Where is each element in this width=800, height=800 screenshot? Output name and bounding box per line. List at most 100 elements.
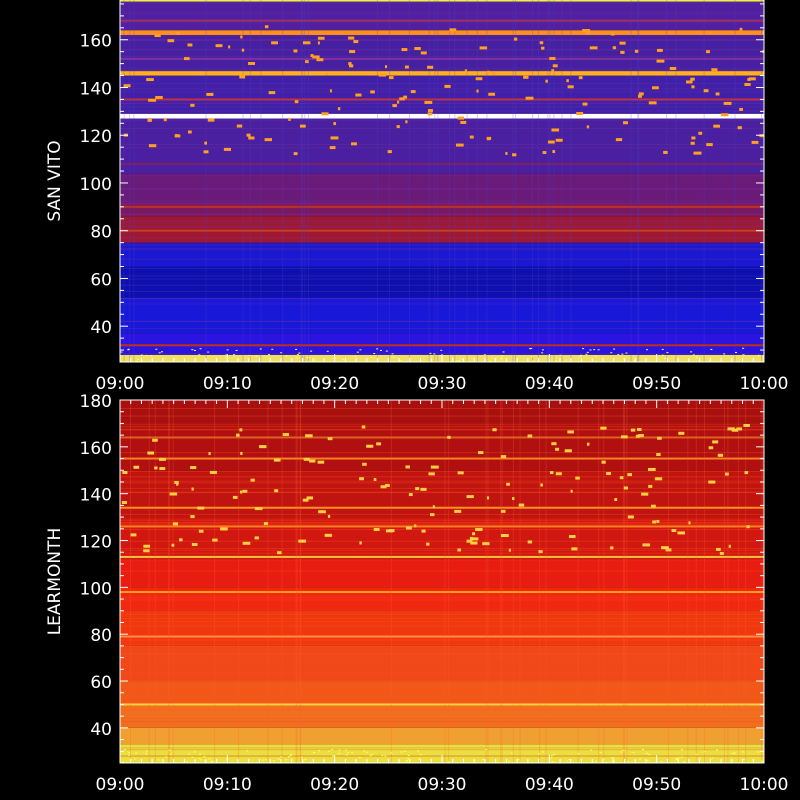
- y-tick-label-60: 60: [90, 673, 112, 693]
- streak-14: [133, 0, 135, 362]
- burst-speck-63: [430, 513, 435, 517]
- burst-speck-40: [698, 131, 703, 135]
- burst-speck-12: [404, 65, 409, 69]
- striation-42: [120, 654, 764, 656]
- burst-speck-83: [327, 514, 331, 518]
- striation-13: [120, 521, 764, 523]
- noise-speck-59: [127, 349, 130, 351]
- striation-51: [120, 214, 764, 216]
- burst-speck-21: [551, 442, 557, 446]
- burst-speck-46: [542, 151, 547, 155]
- burst-speck-157: [555, 472, 562, 476]
- y-tick-label-140: 140: [80, 486, 112, 506]
- noise-speck-24: [641, 749, 644, 751]
- burst-speck-119: [242, 489, 248, 493]
- burst-speck-107: [143, 549, 150, 553]
- burst-speck-2: [637, 427, 642, 431]
- streak-26: [626, 400, 628, 763]
- burst-speck-141: [476, 89, 479, 93]
- y-tick-label-80: 80: [90, 223, 112, 243]
- noise-speck-58: [677, 757, 680, 759]
- striation-7: [120, 35, 764, 37]
- striation-4: [120, 407, 764, 409]
- burst-speck-53: [612, 46, 617, 50]
- burst-speck-26: [250, 478, 255, 482]
- emission-line-6: [120, 457, 764, 460]
- burst-speck-99: [414, 524, 417, 528]
- noise-speck-58: [610, 352, 613, 354]
- striation-32: [120, 303, 764, 305]
- burst-speck-69: [305, 60, 309, 64]
- burst-speck-148: [513, 37, 518, 41]
- streak-13: [570, 0, 572, 362]
- noise-speck-95: [731, 752, 734, 754]
- burst-speck-143: [385, 529, 394, 533]
- striation-39: [120, 609, 764, 611]
- burst-speck-125: [657, 436, 662, 440]
- burst-speck-140: [239, 75, 246, 79]
- noise-speck-84: [680, 756, 683, 758]
- burst-speck-132: [469, 536, 473, 540]
- burst-speck-37: [147, 118, 152, 122]
- burst-speck-67: [427, 65, 434, 69]
- striation-31: [120, 524, 764, 526]
- noise-speck-98: [198, 354, 201, 356]
- noise-speck-0: [580, 354, 583, 356]
- y-tick-label-40: 40: [90, 318, 112, 338]
- striation-12: [120, 68, 764, 70]
- noise-speck-45: [206, 360, 209, 362]
- burst-speck-66: [424, 100, 433, 104]
- noise-speck-110: [295, 348, 298, 350]
- streak-3: [123, 0, 125, 362]
- burst-speck-47: [589, 46, 598, 50]
- emission-line-6: [120, 19, 764, 22]
- noise-speck-69: [285, 355, 288, 357]
- striation-39: [120, 278, 764, 280]
- burst-speck-32: [447, 435, 451, 439]
- band-7: [120, 173, 764, 203]
- striation-46: [120, 718, 764, 720]
- burst-speck-122: [652, 520, 656, 524]
- san-vito-plot-area: [120, 0, 764, 362]
- burst-speck-41: [366, 444, 374, 448]
- burst-speck-137: [167, 39, 175, 43]
- burst-speck-24: [169, 492, 178, 496]
- noise-speck-36: [369, 357, 372, 359]
- noise-speck-33: [532, 360, 535, 362]
- striation-53: [120, 267, 764, 269]
- y-tick-label-180: 180: [80, 0, 112, 4]
- burst-speck-34: [399, 97, 405, 101]
- striation-14: [120, 147, 764, 149]
- noise-speck-61: [121, 761, 124, 763]
- noise-speck-79: [145, 750, 148, 752]
- striation-57: [120, 12, 764, 14]
- noise-speck-119: [149, 355, 152, 357]
- striation-27: [120, 415, 764, 417]
- burst-speck-114: [578, 76, 583, 80]
- striation-47: [120, 487, 764, 489]
- burst-speck-50: [293, 49, 298, 53]
- burst-speck-130: [190, 103, 195, 107]
- striation-10: [120, 625, 764, 627]
- burst-speck-19: [512, 153, 517, 157]
- burst-speck-23: [715, 92, 720, 96]
- noise-speck-118: [627, 760, 630, 762]
- burst-speck-28: [457, 116, 465, 120]
- streak-6: [389, 0, 391, 362]
- noise-speck-29: [550, 755, 553, 757]
- streak-35: [437, 0, 439, 362]
- band-15: [120, 0, 764, 2]
- burst-speck-5: [576, 111, 584, 115]
- burst-speck-148: [564, 449, 572, 453]
- burst-speck-91: [154, 34, 161, 38]
- burst-speck-103: [351, 142, 357, 146]
- streak-39: [723, 400, 725, 763]
- burst-speck-123: [208, 452, 211, 456]
- striation-21: [120, 187, 764, 189]
- noise-speck-16: [645, 752, 648, 754]
- y-tick-label-40: 40: [90, 720, 112, 740]
- burst-speck-106: [472, 532, 476, 536]
- burst-speck-72: [324, 533, 333, 537]
- striation-26: [120, 482, 764, 484]
- noise-speck-94: [611, 757, 614, 759]
